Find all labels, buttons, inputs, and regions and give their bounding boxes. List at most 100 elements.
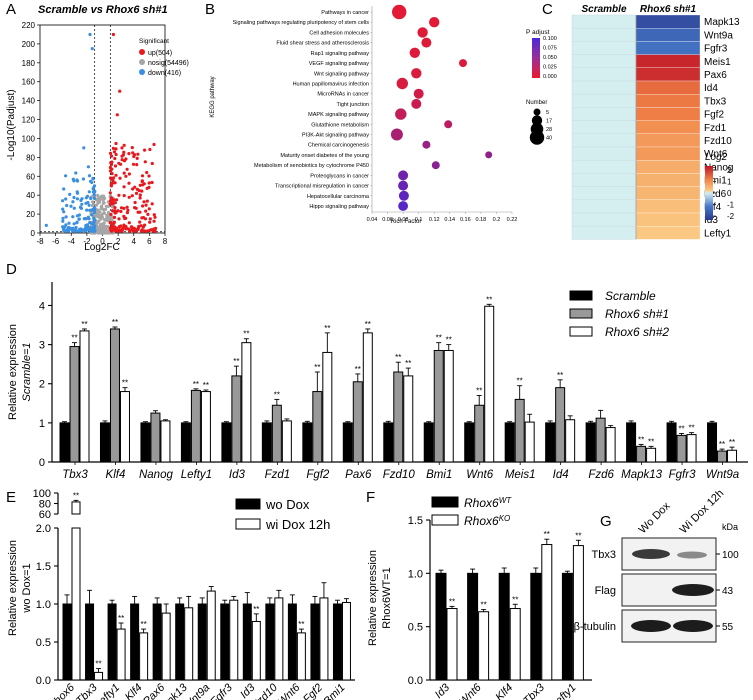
d-ytick-label: 0 (39, 457, 45, 469)
volcano-point-up (115, 226, 119, 230)
volcano-xtick-label: 6 (147, 237, 152, 246)
volcano-point-down (89, 196, 93, 201)
heatmap-row-label: Fzd6 (704, 189, 727, 200)
volcano-point-up (118, 89, 122, 93)
f-category-label: Klf4 (493, 682, 515, 700)
e-bar (107, 603, 117, 681)
volcano-point-up (150, 180, 154, 185)
volcano-point-up (122, 159, 127, 163)
heatmap-row-label: Nanog (704, 162, 733, 173)
d-bar (666, 422, 677, 463)
volcano-point-down (67, 225, 71, 230)
volcano-legend-swatch-nosig (139, 59, 145, 65)
volcano-point-up (108, 165, 112, 170)
volcano-point-nosig (96, 193, 100, 197)
volcano-point-down (64, 215, 68, 219)
kegg-pathway-label: Metabolism of xenobiotics by cytochrome … (254, 163, 369, 169)
d-bar (383, 422, 394, 463)
kegg-color-title: P adjust (526, 29, 550, 36)
kegg-xtick-label: 0.18 (476, 217, 487, 223)
e-category-label: Pax6 (141, 681, 168, 700)
volcano-point-up (112, 150, 117, 154)
d-bar (484, 305, 495, 463)
d-category-label: Tbx3 (62, 469, 88, 481)
volcano-legend-label: nosig(54496) (148, 60, 189, 67)
e-sig-marker: ** (253, 605, 259, 614)
d-bar (403, 375, 414, 463)
kegg-colorbar-tick: 0.050 (543, 55, 557, 61)
heatmap-cell (635, 80, 701, 95)
volcano-point-up (114, 147, 118, 151)
d-sig-marker: ** (355, 365, 361, 374)
heatmap-cell (635, 146, 701, 161)
volcano-point-up (111, 209, 115, 213)
volcano-point-up (146, 229, 150, 233)
volcano-point-up (146, 212, 150, 216)
d-bar (200, 391, 211, 463)
e-bar (287, 603, 297, 681)
volcano-point-down (88, 32, 92, 37)
volcano-point-down (75, 221, 79, 225)
e-bar (341, 601, 351, 681)
d-sig-marker: ** (557, 371, 563, 380)
d-sig-marker: ** (405, 359, 411, 368)
d-bar (545, 422, 556, 463)
volcano-point-down (92, 193, 96, 197)
blot-band (673, 620, 713, 632)
heatmap-cell (635, 212, 701, 227)
volcano-point-up (121, 153, 125, 157)
e-sig-marker: ** (298, 620, 304, 629)
volcano-point-up (115, 113, 119, 117)
f-ylabel2: Rhox6WT=1 (381, 567, 393, 628)
heatmap-cell (635, 199, 701, 214)
f-sig-marker: ** (544, 530, 550, 539)
volcano-point-nosig (102, 218, 107, 222)
d-bar (433, 349, 444, 463)
f-legend-label-main: Rhox6 (464, 514, 499, 528)
heatmap-row-label: Fgfr3 (704, 44, 728, 55)
kegg-pathway-label: Pathways in cancer (321, 10, 369, 16)
f-sig-marker: ** (512, 595, 518, 604)
heatmap-colorbar-tick-label: 2 (727, 166, 732, 175)
volcano-point-up (143, 148, 147, 152)
volcano-point-nosig (96, 200, 100, 204)
d-bar (312, 391, 323, 463)
d-category-label: Klf4 (106, 469, 126, 481)
kegg-bubble (485, 151, 493, 159)
f-ytick-label: 0.0 (408, 675, 423, 687)
panel-letter-g: G (600, 513, 612, 530)
heatmap-cell (571, 225, 637, 240)
volcano-point-down (75, 197, 79, 201)
volcano-title: Scramble vs Rhox6 sh#1 (38, 4, 168, 16)
volcano-point-up (145, 199, 149, 203)
volcano-xtick-label: 0 (100, 237, 105, 246)
volcano-ytick-label: 40 (26, 191, 35, 200)
d-bar (524, 421, 535, 463)
volcano-xtick-label: -2 (83, 237, 91, 246)
d-sig-marker: ** (729, 438, 735, 447)
heatmap-cell (571, 186, 637, 201)
heatmap-cell (571, 120, 637, 135)
d-category-label: Fzd1 (265, 469, 291, 481)
kegg-bubble (421, 37, 432, 48)
d-bar (362, 332, 373, 463)
kegg-bubble (411, 98, 422, 109)
heatmap-row-label: Pax6 (704, 70, 727, 81)
d-sig-marker: ** (233, 357, 239, 366)
kegg-pathway-label: Tight junction (336, 102, 369, 108)
volcano-point-up (112, 221, 116, 225)
f-legend-swatch (431, 496, 459, 508)
e-ytick-label: 80 (39, 499, 51, 511)
kegg-xtick-label: 0.06 (382, 217, 393, 223)
volcano-point-up (116, 209, 120, 213)
f-bar (509, 608, 521, 681)
e-sig-marker: ** (73, 491, 79, 500)
d-sig-marker: ** (638, 435, 644, 444)
volcano-point-down (80, 202, 84, 206)
d-bar (514, 398, 525, 463)
volcano-point-down (87, 217, 91, 221)
volcano-point-up (143, 229, 147, 233)
volcano-point-nosig (102, 208, 106, 212)
volcano-point-up (122, 150, 126, 154)
volcano-point-down (44, 223, 48, 227)
